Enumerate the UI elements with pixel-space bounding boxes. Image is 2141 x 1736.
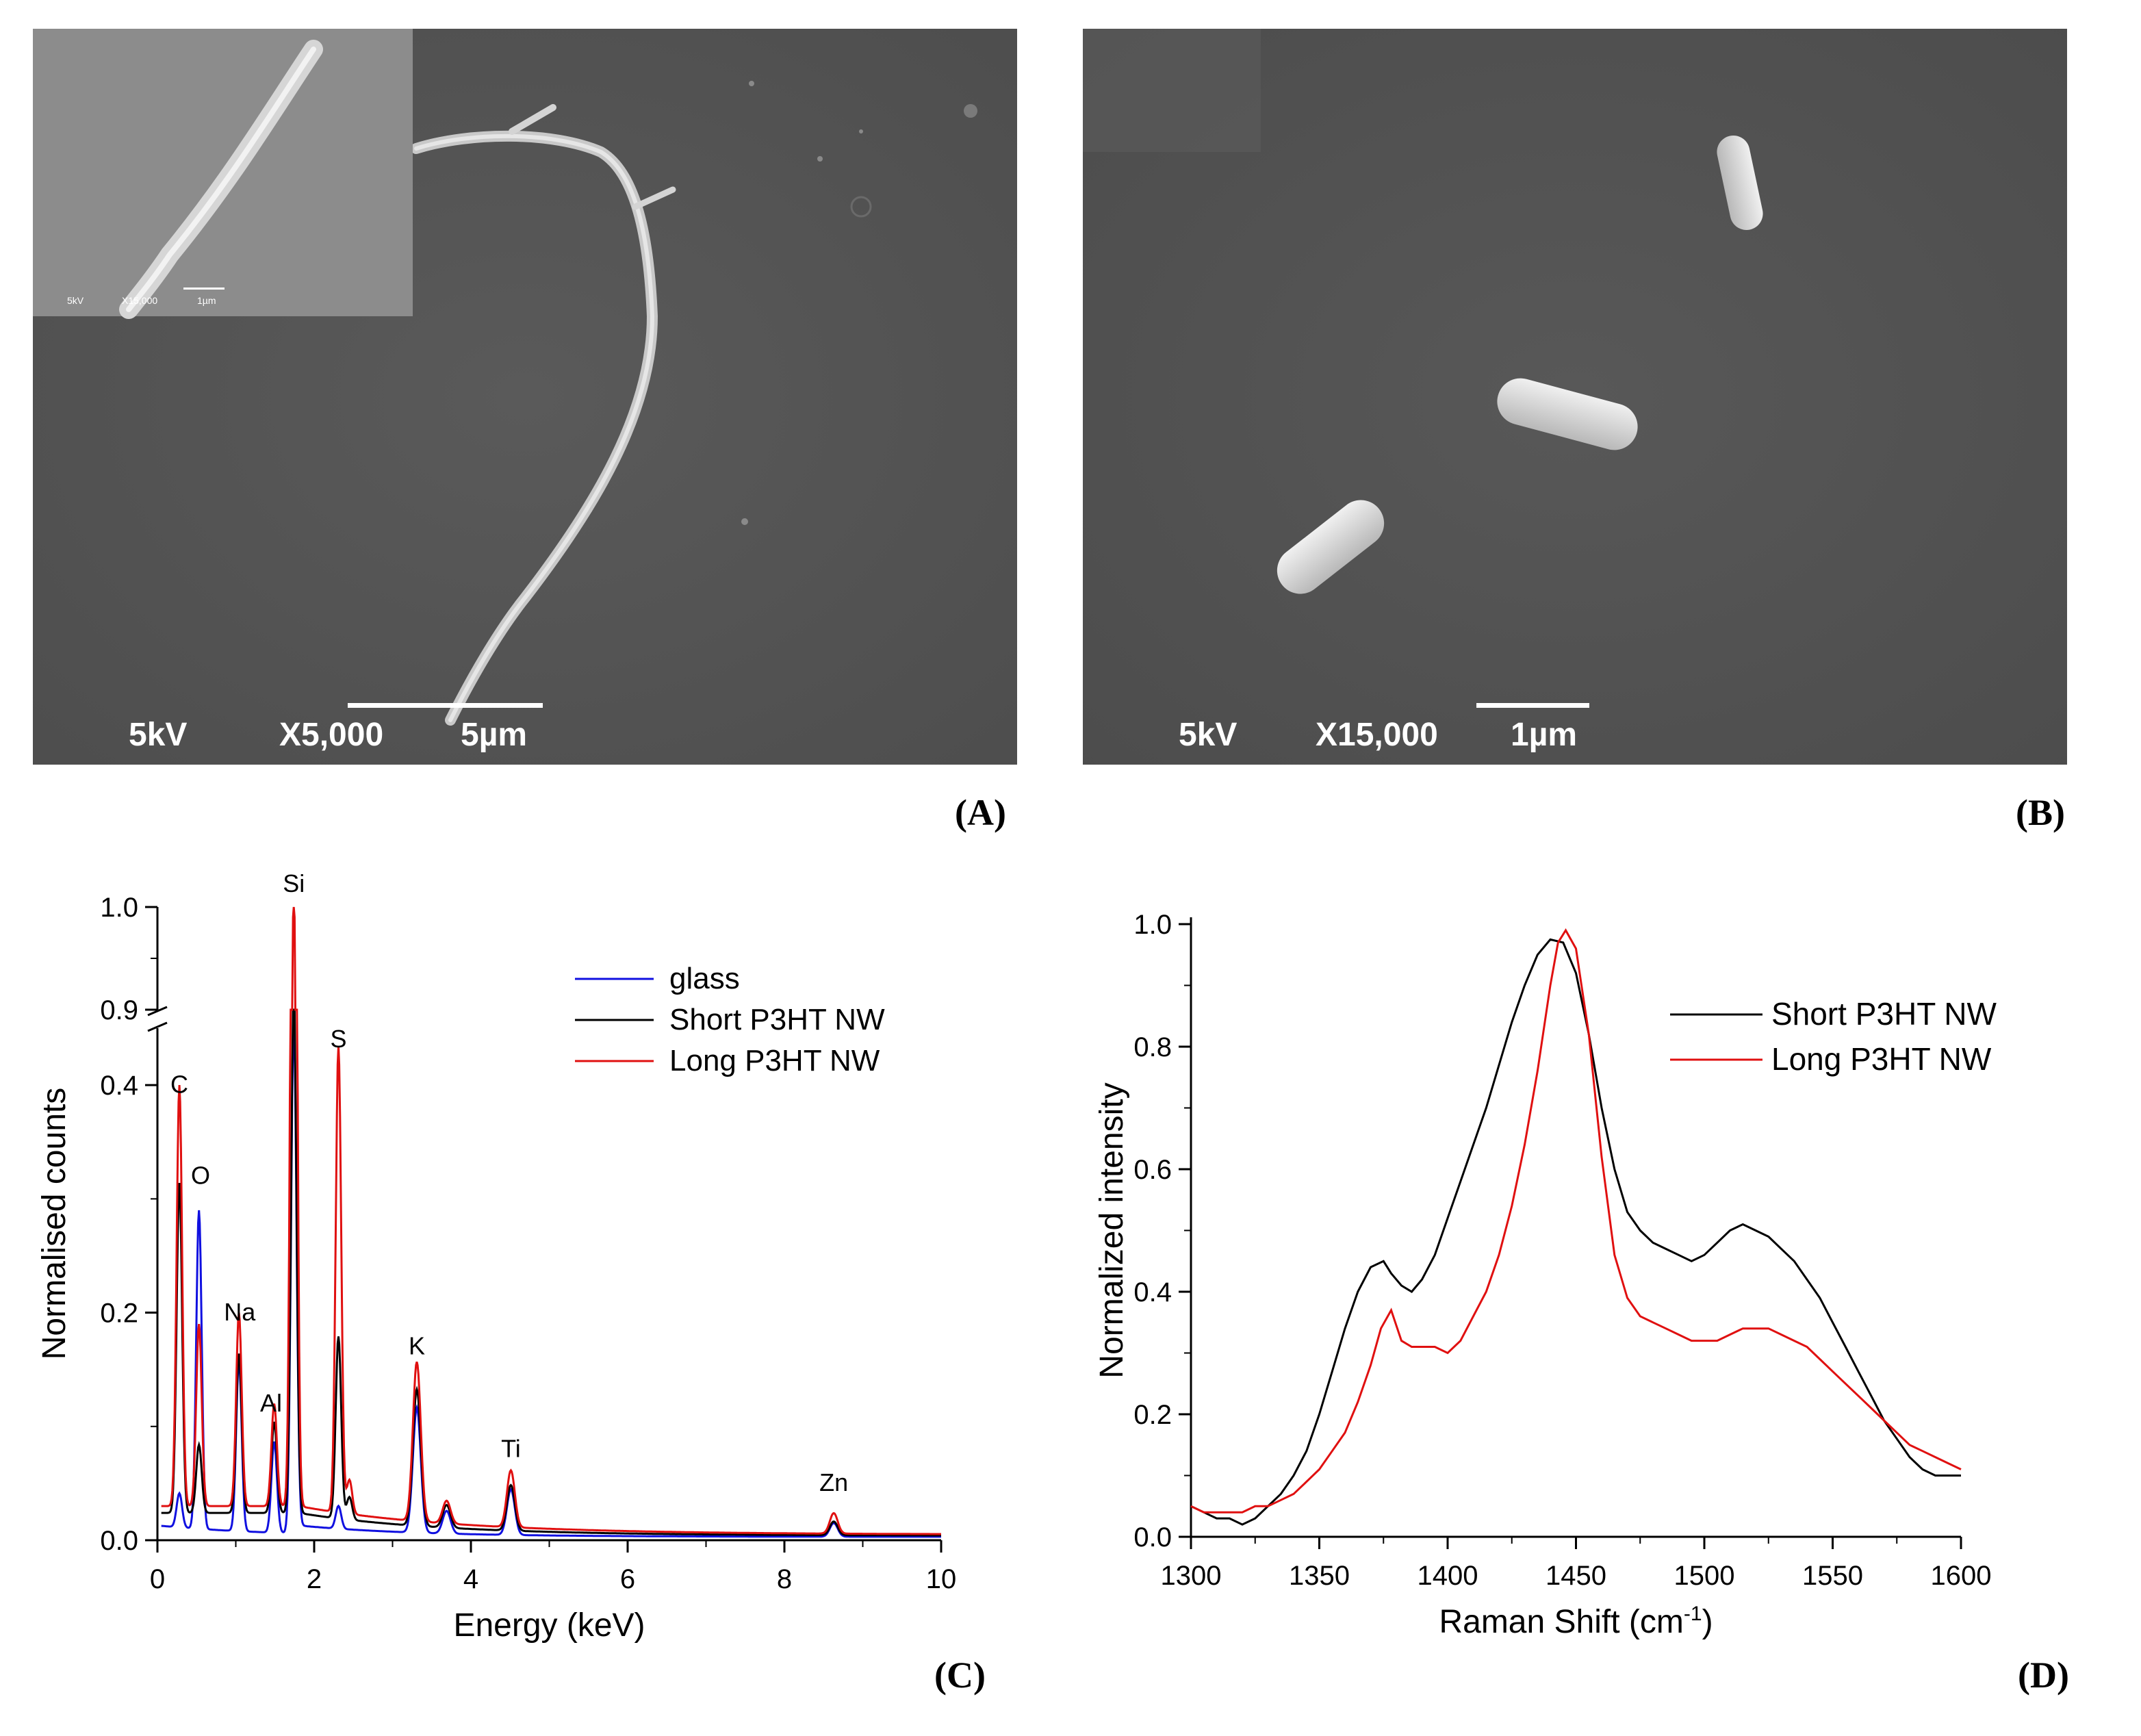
series-line-long-p3ht-nw <box>1190 928 1962 1514</box>
y-tick-label: 1.0 <box>1133 910 1172 940</box>
edx-chart: 0 2 4 6 8 10 0.0 0.2 0.4 0.9 1.0 Energy (keV) Normal… <box>0 849 1027 1736</box>
scale-label: 5µm <box>461 717 528 753</box>
inset-scale-bar <box>183 288 225 290</box>
peak-label: K <box>409 1332 425 1360</box>
raman-chart: 1300 1350 1400 1450 1500 1550 1600 0.0 0.2 0.4 0.6… <box>1068 849 2141 1736</box>
voltage-label: 5kV <box>1179 717 1238 753</box>
peak-label: C <box>170 1070 188 1098</box>
panel-letter-c: (C) <box>934 1655 986 1696</box>
voltage-label: 5kV <box>129 717 188 753</box>
peak-label: Zn <box>819 1468 848 1496</box>
x-tick-label: 1450 <box>1546 1561 1606 1591</box>
peak-label: Al <box>260 1389 282 1417</box>
y-tick-label: 0.0 <box>100 1526 138 1556</box>
sem-image-b: 5kV X15,000 1µm <box>1083 29 2067 765</box>
peak-label: O <box>191 1161 210 1189</box>
y-tick-label: 0.2 <box>100 1299 138 1329</box>
series-line-short-p3ht-nw <box>1190 938 1961 1526</box>
axis-break-mark-bottom <box>147 1021 168 1032</box>
scale-bar <box>1476 703 1589 708</box>
peak-label: Si <box>283 869 305 897</box>
scale-label: 1µm <box>1511 717 1578 753</box>
inset-scale-label: 1µm <box>197 295 216 306</box>
series-line-long-p3ht-nw <box>161 906 941 1535</box>
y-tick-label: 0.6 <box>1133 1155 1172 1185</box>
x-axis-label: Energy (keV) <box>453 1607 645 1644</box>
scale-bar <box>348 703 543 708</box>
panel-letter-a: (A) <box>955 792 1006 833</box>
sem-image-a: 5kV X15,000 1µm 5kV X5,000 5µm <box>33 29 1017 765</box>
y-tick-label: 1.0 <box>100 893 138 923</box>
peak-label: Ti <box>501 1434 521 1462</box>
legend-label: Long P3HT NW <box>1771 1041 1992 1077</box>
legend-label: Short P3HT NW <box>669 1003 885 1036</box>
x-tick-label: 8 <box>777 1564 792 1594</box>
y-axis-label: Normalized intensity <box>1094 1082 1130 1378</box>
y-tick-label: 0.4 <box>100 1071 138 1101</box>
edx-chart-svg: 0 2 4 6 8 10 0.0 0.2 0.4 0.9 1.0 Energy (keV) Normal… <box>36 869 957 1644</box>
y-tick-label: 0.8 <box>1133 1032 1172 1062</box>
x-tick-label: 0 <box>150 1564 165 1594</box>
inset-magnification-label: X15,000 <box>122 295 158 306</box>
raman-chart-svg: 1300 1350 1400 1450 1500 1550 1600 0.0 0.2 0.4 0.6… <box>1094 910 1997 1640</box>
x-tick-label: 1600 <box>1931 1561 1992 1591</box>
legend-label: Long P3HT NW <box>669 1044 880 1077</box>
peak-label: Na <box>224 1298 256 1326</box>
legend-label: Short P3HT NW <box>1771 996 1997 1032</box>
x-tick-label: 1300 <box>1161 1561 1222 1591</box>
magnification-label: X15,000 <box>1316 717 1438 753</box>
y-tick-label: 0.2 <box>1133 1400 1172 1430</box>
legend-label: glass <box>669 962 740 995</box>
y-tick-label: 0.0 <box>1133 1522 1172 1553</box>
x-axis-label: Raman Shift (cm-1) <box>1439 1603 1713 1640</box>
y-tick-label: 0.4 <box>1133 1277 1172 1307</box>
x-tick-label: 4 <box>463 1564 478 1594</box>
sem-image-a-graphic <box>33 29 1017 765</box>
y-axis-label: Normalised counts <box>36 1088 73 1360</box>
panel-letter-b: (B) <box>2016 792 2065 833</box>
x-tick-label: 10 <box>926 1564 957 1594</box>
panel-letter-d: (D) <box>2018 1655 2069 1696</box>
peak-label: S <box>330 1025 346 1053</box>
inset-voltage-label: 5kV <box>67 295 84 306</box>
x-tick-label: 1550 <box>1802 1561 1863 1591</box>
magnification-label: X5,000 <box>279 717 384 753</box>
y-tick-label: 0.9 <box>100 995 138 1025</box>
x-tick-label: 2 <box>307 1564 322 1594</box>
x-tick-label: 1400 <box>1418 1561 1478 1591</box>
x-tick-label: 1500 <box>1674 1561 1735 1591</box>
sem-image-b-graphic <box>1083 29 2067 765</box>
x-tick-label: 1350 <box>1289 1561 1350 1591</box>
axis-break-mark-top <box>147 1006 168 1017</box>
x-tick-label: 6 <box>620 1564 635 1594</box>
series-line-short-p3ht-nw <box>161 1008 941 1537</box>
